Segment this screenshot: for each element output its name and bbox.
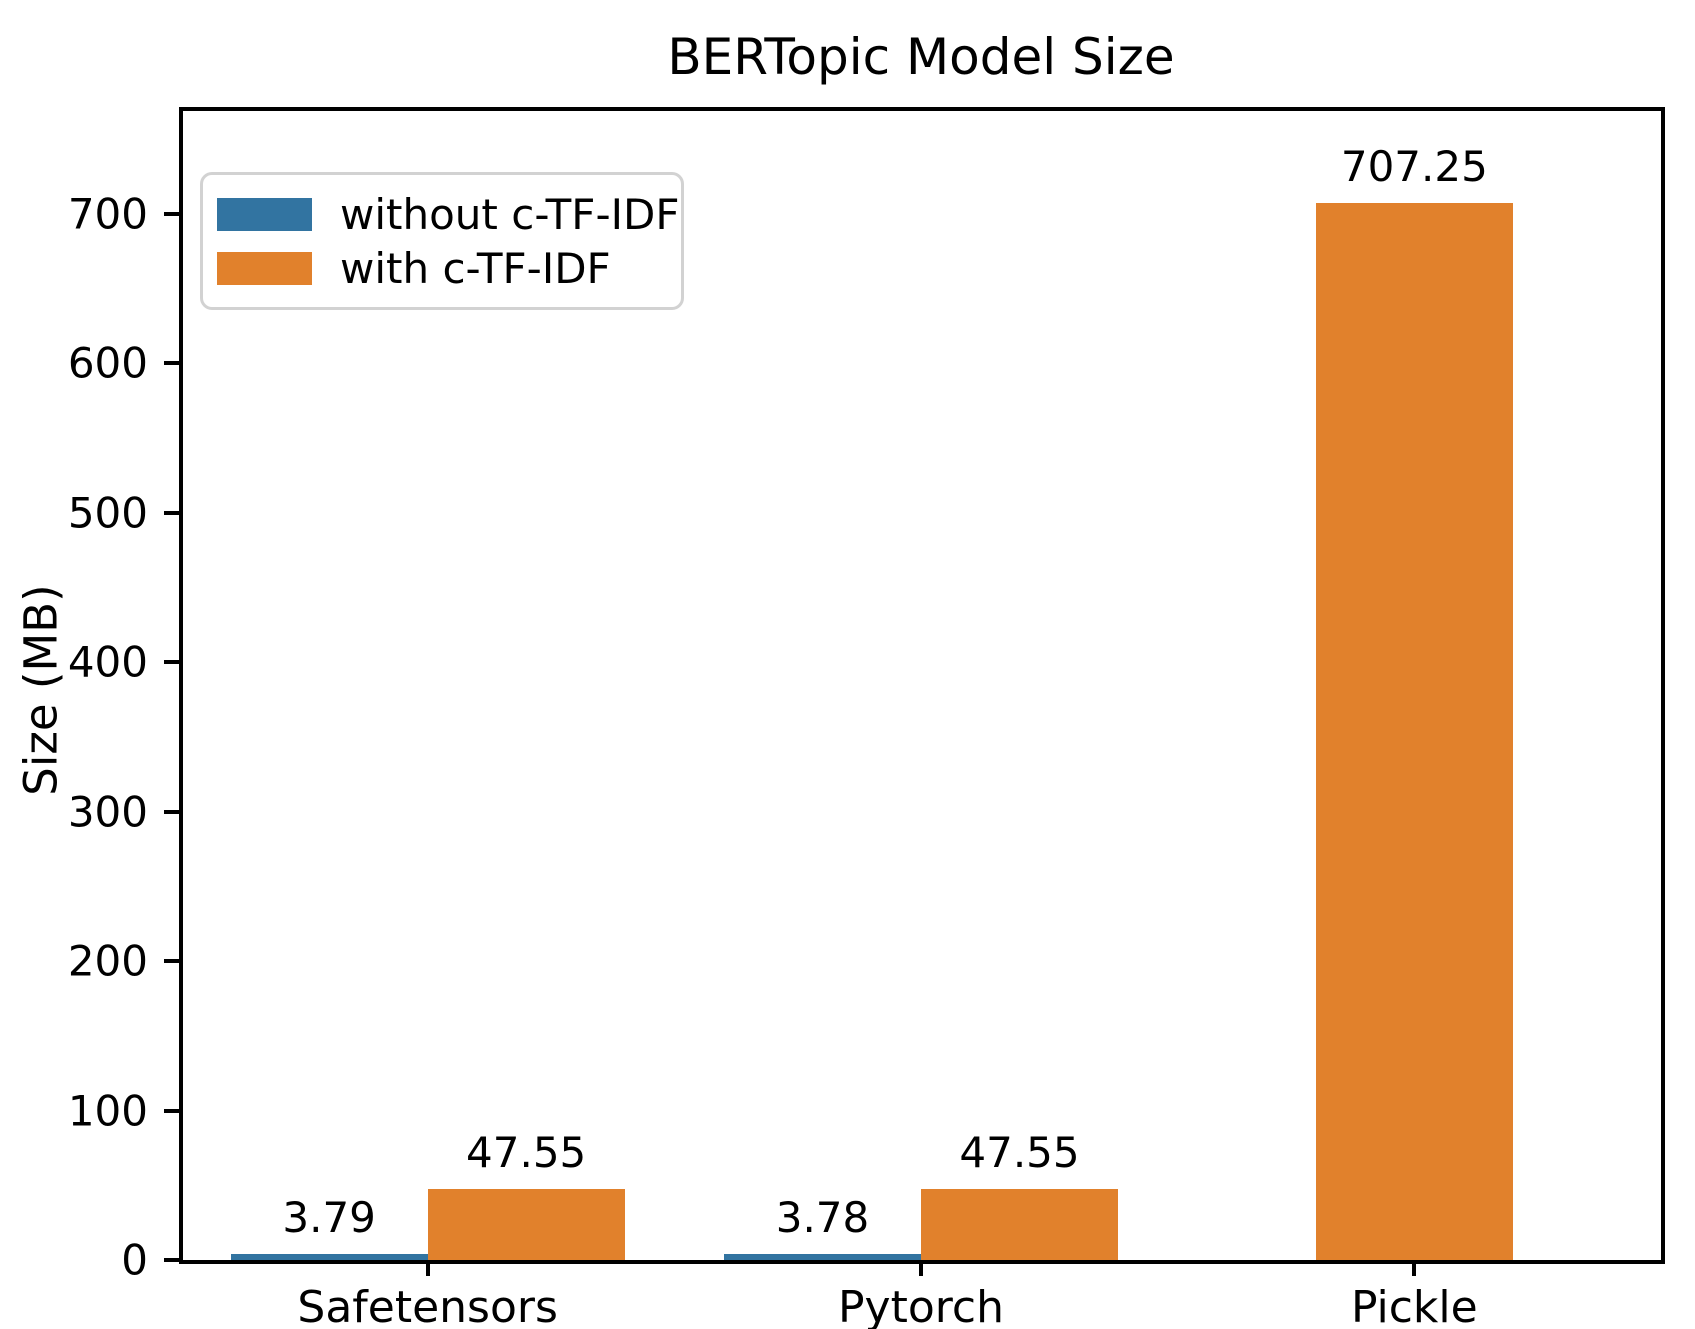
legend-item: without c-TF-IDF <box>217 190 680 239</box>
legend-item: with c-TF-IDF <box>217 243 661 293</box>
bar-value-label: 47.55 <box>466 1127 587 1177</box>
y-tick-label: 200 <box>67 936 148 986</box>
bar-value-label: 47.55 <box>959 1127 1080 1177</box>
y-tick-label: 600 <box>67 338 148 388</box>
legend: without c-TF-IDF with c-TF-IDF <box>200 172 684 310</box>
y-tick-mark <box>164 510 181 515</box>
x-tick-label: Pytorch <box>838 1282 1004 1329</box>
x-tick-label: Pickle <box>1350 1282 1478 1329</box>
legend-item-label: without c-TF-IDF <box>340 189 680 239</box>
legend-swatch <box>217 197 312 231</box>
y-tick-label: 400 <box>67 637 148 687</box>
bar-value-label: 3.79 <box>282 1193 376 1243</box>
y-tick-mark <box>164 959 181 964</box>
y-tick-mark <box>164 809 181 814</box>
bar-value-label: 707.25 <box>1340 141 1488 191</box>
x-tick-mark <box>919 1260 923 1276</box>
legend-item-label: with c-TF-IDF <box>340 243 611 293</box>
chart-title: BERTopic Model Size <box>667 28 1175 86</box>
x-tick-mark <box>1412 1260 1417 1276</box>
y-tick-mark <box>164 1108 181 1113</box>
y-tick-label: 300 <box>67 787 148 837</box>
x-tick-mark <box>425 1260 430 1276</box>
bar <box>921 1188 1118 1260</box>
y-axis-label: Size (MB) <box>14 584 68 796</box>
y-tick-mark <box>164 660 181 665</box>
y-tick-mark <box>164 361 181 366</box>
x-tick-label: Safetensors <box>297 1282 558 1329</box>
bar <box>427 1188 625 1260</box>
y-tick-label: 700 <box>67 189 148 239</box>
y-tick-label: 500 <box>67 488 148 538</box>
bar <box>1315 202 1513 1260</box>
y-tick-mark <box>164 1258 181 1262</box>
y-tick-label: 100 <box>67 1086 148 1136</box>
bar <box>724 1254 921 1260</box>
y-tick-mark <box>164 211 181 216</box>
bar-value-label: 3.78 <box>775 1193 870 1243</box>
y-tick-label: 0 <box>121 1235 148 1285</box>
bar <box>230 1254 428 1260</box>
legend-swatch <box>217 251 312 285</box>
